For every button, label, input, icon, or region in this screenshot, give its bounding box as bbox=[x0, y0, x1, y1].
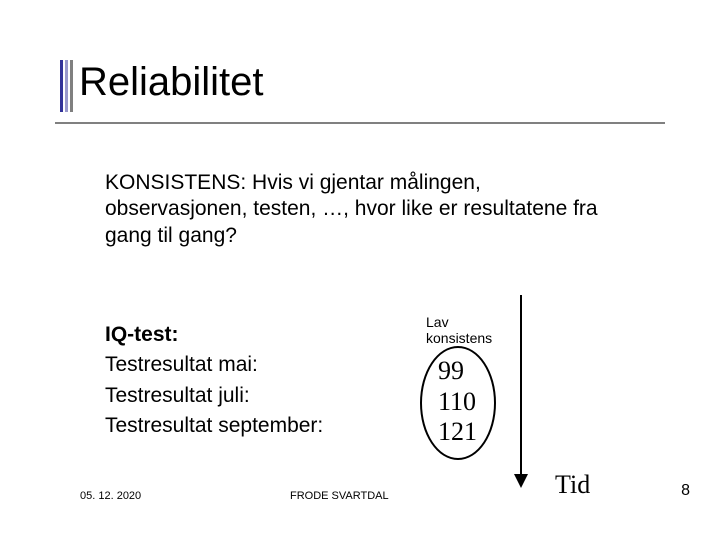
title-underline bbox=[55, 122, 665, 124]
iq-row-3: Testresultat september: bbox=[105, 411, 323, 441]
slide: Reliabilitet KONSISTENS: Hvis vi gjentar… bbox=[0, 0, 720, 540]
footer-date: 05. 12. 2020 bbox=[80, 490, 141, 502]
iq-label: IQ-test: bbox=[105, 320, 323, 350]
footer-author: FRODE SVARTDAL bbox=[290, 490, 389, 502]
time-axis-arrow-icon bbox=[514, 474, 528, 488]
lav-line-1: Lav bbox=[426, 314, 492, 330]
accent-bar-2 bbox=[65, 60, 68, 112]
slide-title: Reliabilitet bbox=[79, 60, 264, 112]
iq-row-2: Testresultat juli: bbox=[105, 381, 323, 411]
title-block: Reliabilitet bbox=[60, 60, 264, 112]
title-accent-bars bbox=[60, 60, 73, 112]
lav-line-2: konsistens bbox=[426, 330, 492, 346]
accent-bar-1 bbox=[60, 60, 63, 112]
iq-row-1: Testresultat mai: bbox=[105, 350, 323, 380]
footer-page-number: 8 bbox=[681, 482, 690, 500]
ellipse-highlight bbox=[420, 346, 496, 460]
time-axis-label: Tid bbox=[555, 470, 590, 500]
body-text: KONSISTENS: Hvis vi gjentar målingen, ob… bbox=[105, 170, 625, 249]
accent-bar-3 bbox=[70, 60, 73, 112]
lav-konsistens-label: Lav konsistens bbox=[426, 314, 492, 346]
iq-block: IQ-test: Testresultat mai: Testresultat … bbox=[105, 320, 323, 442]
time-axis-line bbox=[520, 295, 522, 480]
